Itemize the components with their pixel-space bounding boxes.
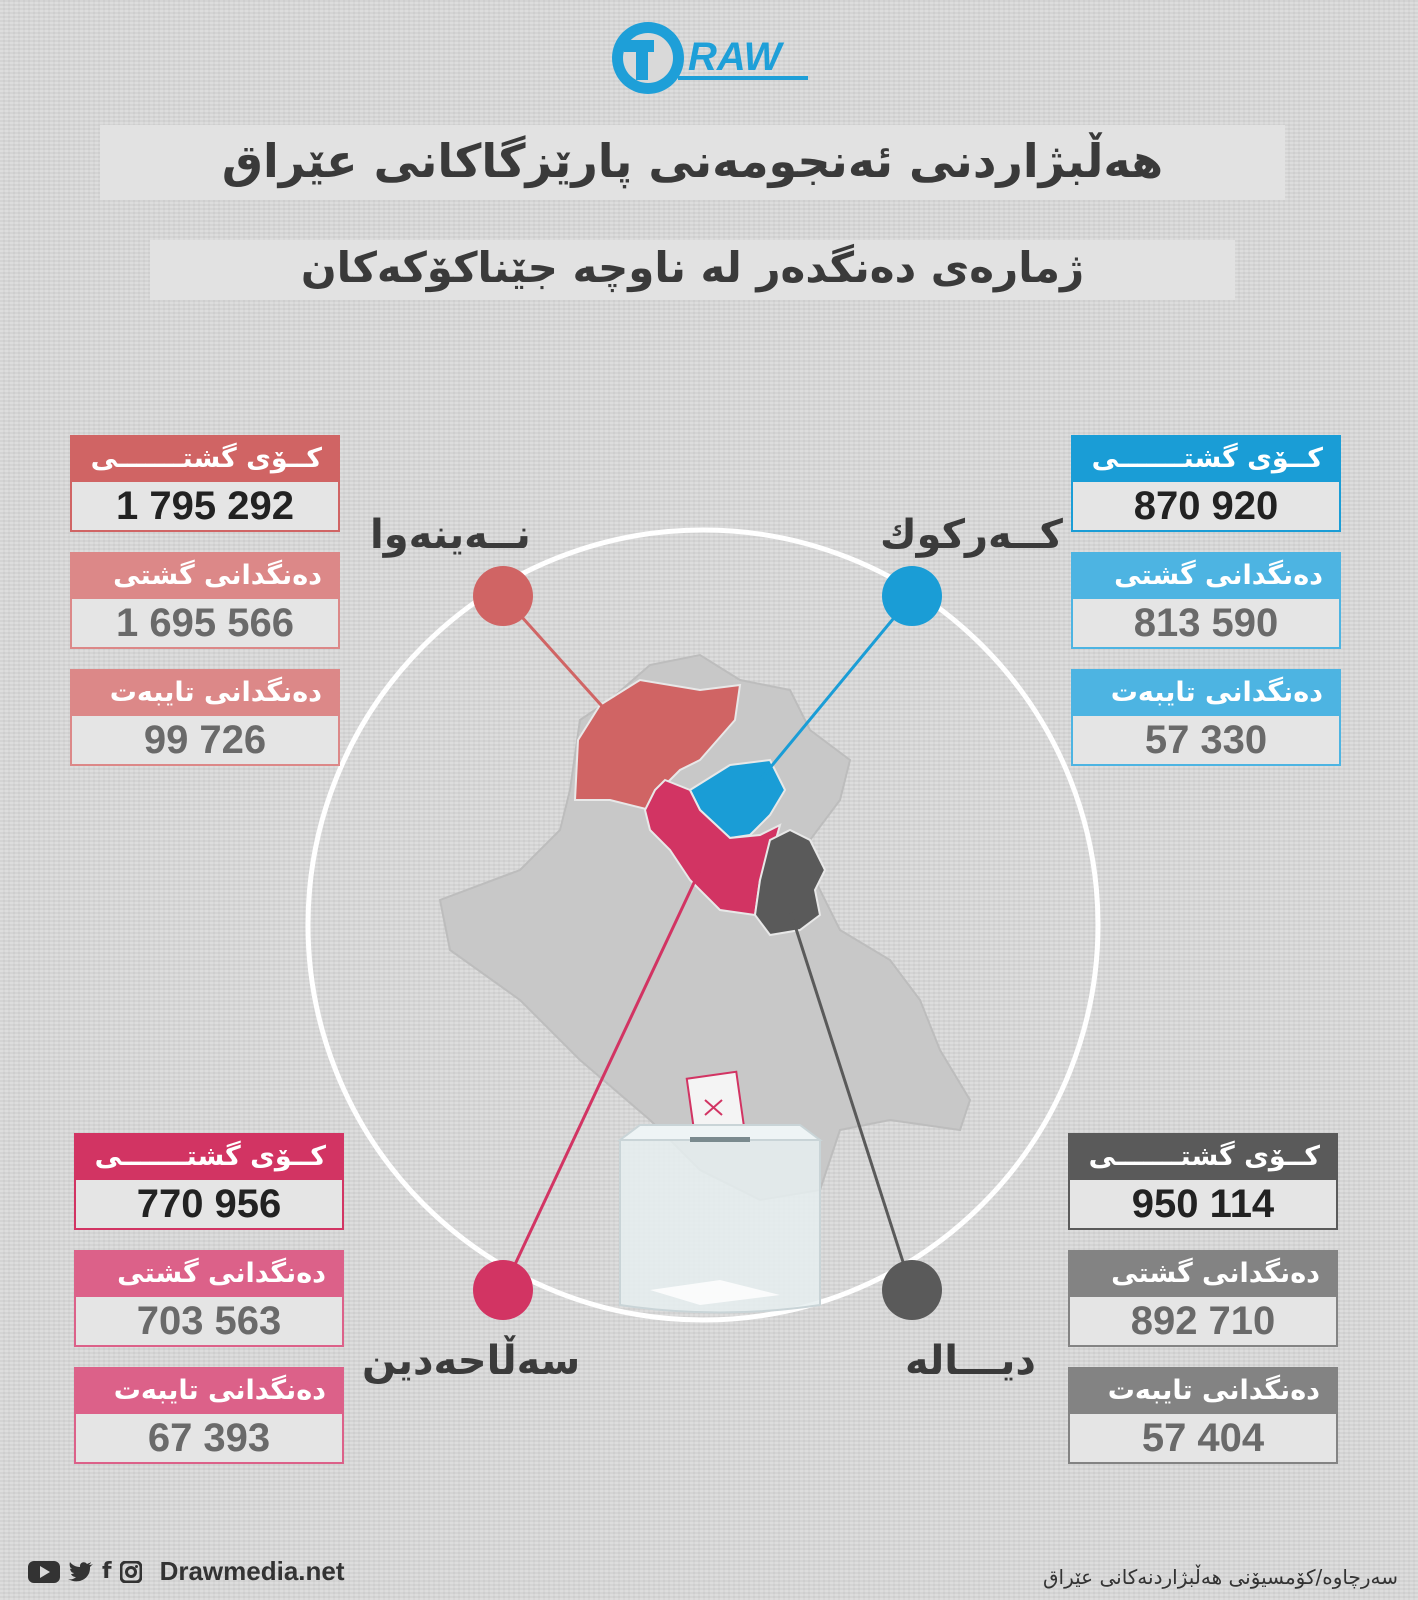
special-label: دەنگدانی تایبەت: [1073, 671, 1339, 716]
kirkuk-general-card: دەنگدانی گشتی 813 590: [1071, 552, 1341, 649]
nineveh-region: [573, 678, 742, 812]
kirkuk-connector: [758, 595, 914, 781]
page-title: هەڵبژاردنی ئەنجومەنی پارێزگاکانی عێراق: [100, 125, 1285, 200]
nineveh-special-value: 99 726: [72, 716, 338, 764]
youtube-icon[interactable]: [28, 1560, 60, 1583]
ballot-box-icon: [617, 1070, 823, 1314]
kirkuk-total-value: 870 920: [1073, 482, 1339, 530]
general-label: دەنگدانی گشتی: [76, 1252, 342, 1297]
twitter-icon[interactable]: [68, 1561, 94, 1583]
source-note: سەرچاوە/کۆمسیۆنی هەڵبژاردنەکانی عێراق: [1043, 1565, 1398, 1589]
nineveh-special-card: دەنگدانی تایبەت 99 726: [70, 669, 340, 766]
special-label: دەنگدانی تایبەت: [72, 671, 338, 716]
iraq-map-shape: [438, 653, 972, 1202]
kirkuk-special-value: 57 330: [1073, 716, 1339, 764]
salahaddin-special-card: دەنگدانی تایبەت 67 393: [74, 1367, 344, 1464]
general-label: دەنگدانی گشتی: [72, 554, 338, 599]
diyala-total-card: کــۆی گشتـــــــی 950 114: [1068, 1133, 1338, 1230]
page-subtitle: ژمارەی دەنگدەر لە ناوچە جێناکۆکەکان: [150, 240, 1235, 300]
diyala-total-value: 950 114: [1070, 1180, 1336, 1228]
instagram-icon[interactable]: [119, 1560, 142, 1583]
total-label: کــۆی گشتـــــــی: [72, 437, 338, 482]
total-label: کــۆی گشتـــــــی: [76, 1135, 342, 1180]
diyala-panel: کــۆی گشتـــــــی 950 114 دەنگدانی گشتی …: [1068, 1133, 1338, 1484]
kirkuk-special-card: دەنگدانی تایبەت 57 330: [1071, 669, 1341, 766]
salahaddin-general-value: 703 563: [76, 1297, 342, 1345]
total-label: کــۆی گشتـــــــی: [1073, 437, 1339, 482]
nineveh-general-value: 1 695 566: [72, 599, 338, 647]
special-label: دەنگدانی تایبەت: [76, 1369, 342, 1414]
salahaddin-connector: [501, 869, 702, 1291]
special-label: دەنگدانی تایبەت: [1070, 1369, 1336, 1414]
nineveh-general-card: دەنگدانی گشتی 1 695 566: [70, 552, 340, 649]
nineveh-total-value: 1 795 292: [72, 482, 338, 530]
diyala-general-card: دەنگدانی گشتی 892 710: [1068, 1250, 1338, 1347]
diyala-special-value: 57 404: [1070, 1414, 1336, 1462]
footer-social: f Drawmedia.net: [28, 1556, 345, 1587]
svg-text:RAW: RAW: [688, 35, 785, 79]
salahaddin-total-value: 770 956: [76, 1180, 342, 1228]
diyala-dot: [882, 1260, 942, 1320]
kirkuk-general-value: 813 590: [1073, 599, 1339, 647]
salahaddin-dot: [473, 1260, 533, 1320]
diyala-general-value: 892 710: [1070, 1297, 1336, 1345]
nineveh-dot: [473, 566, 533, 626]
kirkuk-panel: کــۆی گشتـــــــی 870 920 دەنگدانی گشتی …: [1071, 435, 1341, 786]
diyala-label: دیـــاله: [905, 1338, 1036, 1384]
salahaddin-general-card: دەنگدانی گشتی 703 563: [74, 1250, 344, 1347]
diyala-region: [753, 828, 827, 937]
general-label: دەنگدانی گشتی: [1073, 554, 1339, 599]
draw-logo: RAW: [612, 22, 808, 94]
kirkuk-total-card: کــۆی گشتـــــــی 870 920: [1071, 435, 1341, 532]
nineveh-total-card: کــۆی گشتـــــــی 1 795 292: [70, 435, 340, 532]
kirkuk-label: کــەرکوك: [880, 512, 1063, 558]
diyala-special-card: دەنگدانی تایبەت 57 404: [1068, 1367, 1338, 1464]
facebook-icon[interactable]: f: [102, 1559, 112, 1584]
nineveh-panel: کــۆی گشتـــــــی 1 795 292 دەنگدانی گشت…: [70, 435, 340, 786]
focus-circle: [305, 527, 1101, 1323]
nineveh-label: نــەینەوا: [370, 512, 531, 558]
site-link[interactable]: Drawmedia.net: [159, 1556, 345, 1586]
salahaddin-label: سەڵاحەدین: [362, 1338, 581, 1384]
total-label: کــۆی گشتـــــــی: [1070, 1135, 1336, 1180]
general-label: دەنگدانی گشتی: [1070, 1252, 1336, 1297]
kirkuk-dot: [882, 566, 942, 626]
salahaddin-total-card: کــۆی گشتـــــــی 770 956: [74, 1133, 344, 1230]
diyala-connector: [788, 909, 914, 1291]
salahaddin-special-value: 67 393: [76, 1414, 342, 1462]
salahaddin-panel: کــۆی گشتـــــــی 770 956 دەنگدانی گشتی …: [74, 1133, 344, 1484]
